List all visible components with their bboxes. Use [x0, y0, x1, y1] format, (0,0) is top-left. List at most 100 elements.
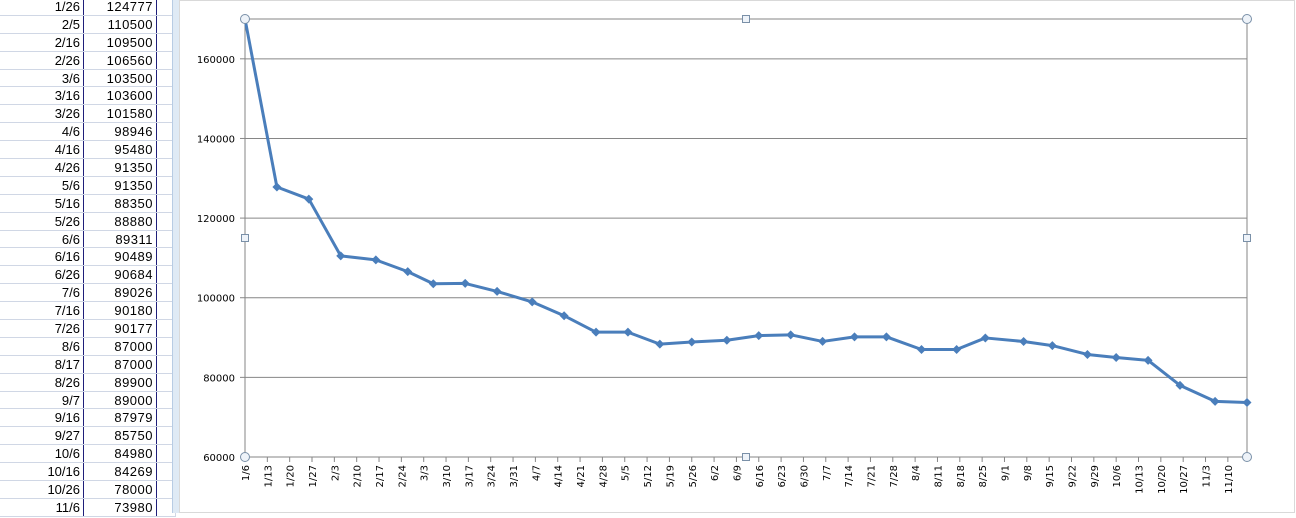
x-tick-label: 9/1 — [1000, 465, 1011, 481]
resize-handle-side[interactable] — [1243, 234, 1251, 242]
value-cell[interactable]: 109500 — [84, 33, 157, 51]
date-cell[interactable]: 2/26 — [0, 51, 84, 69]
value-cell[interactable]: 90684 — [84, 266, 157, 284]
table-row: 10/6 84980 — [0, 445, 176, 464]
data-point — [304, 194, 314, 204]
value-cell[interactable]: 89311 — [84, 230, 157, 248]
x-tick-label: 9/22 — [1067, 465, 1078, 487]
value-cell[interactable]: 73980 — [84, 498, 157, 516]
table-row: 6/26 90684 — [0, 266, 176, 285]
x-tick-label: 3/24 — [487, 465, 498, 487]
value-cell[interactable]: 91350 — [84, 176, 157, 194]
date-cell[interactable]: 5/26 — [0, 212, 84, 230]
x-tick-label: 7/14 — [844, 465, 855, 487]
date-cell[interactable]: 3/16 — [0, 87, 84, 105]
value-cell[interactable]: 84980 — [84, 445, 157, 463]
value-cell[interactable]: 89026 — [84, 284, 157, 302]
value-cell[interactable]: 89900 — [84, 373, 157, 391]
date-cell[interactable]: 3/6 — [0, 69, 84, 87]
date-cell[interactable]: 5/16 — [0, 194, 84, 212]
value-cell[interactable]: 90177 — [84, 320, 157, 337]
value-cell[interactable]: 91350 — [84, 159, 157, 176]
date-cell[interactable]: 1/26 — [0, 0, 84, 15]
date-cell[interactable]: 2/16 — [0, 33, 84, 51]
x-tick-label: 10/20 — [1157, 465, 1168, 494]
data-point — [786, 330, 796, 340]
x-tick-label: 5/19 — [665, 465, 676, 487]
value-cell[interactable]: 90180 — [84, 302, 157, 320]
value-cell[interactable]: 87979 — [84, 409, 157, 427]
value-cell[interactable]: 106560 — [84, 51, 157, 69]
value-cell[interactable]: 98946 — [84, 123, 157, 141]
value-cell[interactable]: 84269 — [84, 463, 157, 481]
data-point — [527, 297, 537, 307]
date-cell[interactable]: 10/6 — [0, 445, 84, 463]
value-cell[interactable]: 110500 — [84, 15, 157, 33]
date-cell[interactable]: 7/16 — [0, 302, 84, 320]
date-cell[interactable]: 11/6 — [0, 498, 84, 516]
date-cell[interactable]: 8/17 — [0, 355, 84, 373]
date-cell[interactable]: 6/16 — [0, 248, 84, 266]
resize-handle-corner[interactable] — [240, 452, 250, 462]
value-cell[interactable]: 78000 — [84, 481, 157, 498]
value-cell[interactable]: 88350 — [84, 194, 157, 212]
value-cell[interactable]: 90489 — [84, 248, 157, 266]
data-point — [881, 332, 891, 342]
value-cell[interactable]: 101580 — [84, 105, 157, 123]
x-tick-label: 4/7 — [531, 465, 542, 481]
x-tick-label: 8/25 — [978, 465, 989, 487]
data-point — [980, 333, 990, 343]
value-cell[interactable]: 87000 — [84, 355, 157, 373]
resize-handle-side[interactable] — [742, 453, 750, 461]
date-cell[interactable]: 2/5 — [0, 15, 84, 33]
x-tick-label: 2/3 — [330, 465, 341, 481]
data-point — [336, 251, 346, 261]
date-cell[interactable]: 7/26 — [0, 320, 84, 337]
date-cell[interactable]: 6/6 — [0, 230, 84, 248]
y-tick-label: 80000 — [203, 373, 235, 384]
y-tick-label: 100000 — [197, 294, 235, 305]
value-cell[interactable]: 85750 — [84, 427, 157, 445]
resize-handle-corner[interactable] — [1242, 452, 1252, 462]
date-cell[interactable]: 5/6 — [0, 176, 84, 194]
resize-handle-side[interactable] — [241, 234, 249, 242]
data-point — [403, 267, 413, 277]
value-cell[interactable]: 103600 — [84, 87, 157, 105]
date-cell[interactable]: 6/26 — [0, 266, 84, 284]
date-cell[interactable]: 8/6 — [0, 337, 84, 355]
date-cell[interactable]: 4/16 — [0, 141, 84, 159]
date-cell[interactable]: 10/26 — [0, 481, 84, 498]
x-tick-label: 4/14 — [554, 465, 565, 487]
date-cell[interactable]: 4/6 — [0, 123, 84, 141]
date-cell[interactable]: 9/16 — [0, 409, 84, 427]
resize-handle-side[interactable] — [742, 15, 750, 23]
x-tick-label: 6/30 — [799, 465, 810, 487]
x-tick-label: 10/6 — [1112, 465, 1123, 487]
date-cell[interactable]: 8/26 — [0, 373, 84, 391]
data-point — [1210, 396, 1220, 406]
date-cell[interactable]: 3/26 — [0, 105, 84, 123]
table-row: 2/26 106560 — [0, 51, 176, 70]
value-cell[interactable]: 103500 — [84, 69, 157, 87]
data-point — [722, 335, 732, 345]
data-point — [917, 344, 927, 354]
value-cell[interactable]: 88880 — [84, 212, 157, 230]
table-row: 10/26 78000 — [0, 481, 176, 499]
resize-handle-corner[interactable] — [1242, 14, 1252, 24]
line-chart[interactable]: 60000 80000 100000 120000 140000 160000 1/6 1/1… — [179, 0, 1296, 513]
date-cell[interactable]: 9/7 — [0, 391, 84, 409]
date-cell[interactable]: 9/27 — [0, 427, 84, 445]
date-cell[interactable]: 10/16 — [0, 463, 84, 481]
resize-handle-corner[interactable] — [240, 14, 250, 24]
value-cell[interactable]: 124777 — [84, 0, 157, 15]
value-cell[interactable]: 87000 — [84, 337, 157, 355]
date-cell[interactable]: 4/26 — [0, 159, 84, 176]
data-point — [591, 327, 601, 337]
value-cell[interactable]: 95480 — [84, 141, 157, 159]
date-cell[interactable]: 7/6 — [0, 284, 84, 302]
table-row: 7/26 90177 — [0, 320, 176, 338]
value-cell[interactable]: 89000 — [84, 391, 157, 409]
data-point — [371, 255, 381, 265]
data-point — [952, 344, 962, 354]
x-tick-label: 8/11 — [933, 465, 944, 487]
